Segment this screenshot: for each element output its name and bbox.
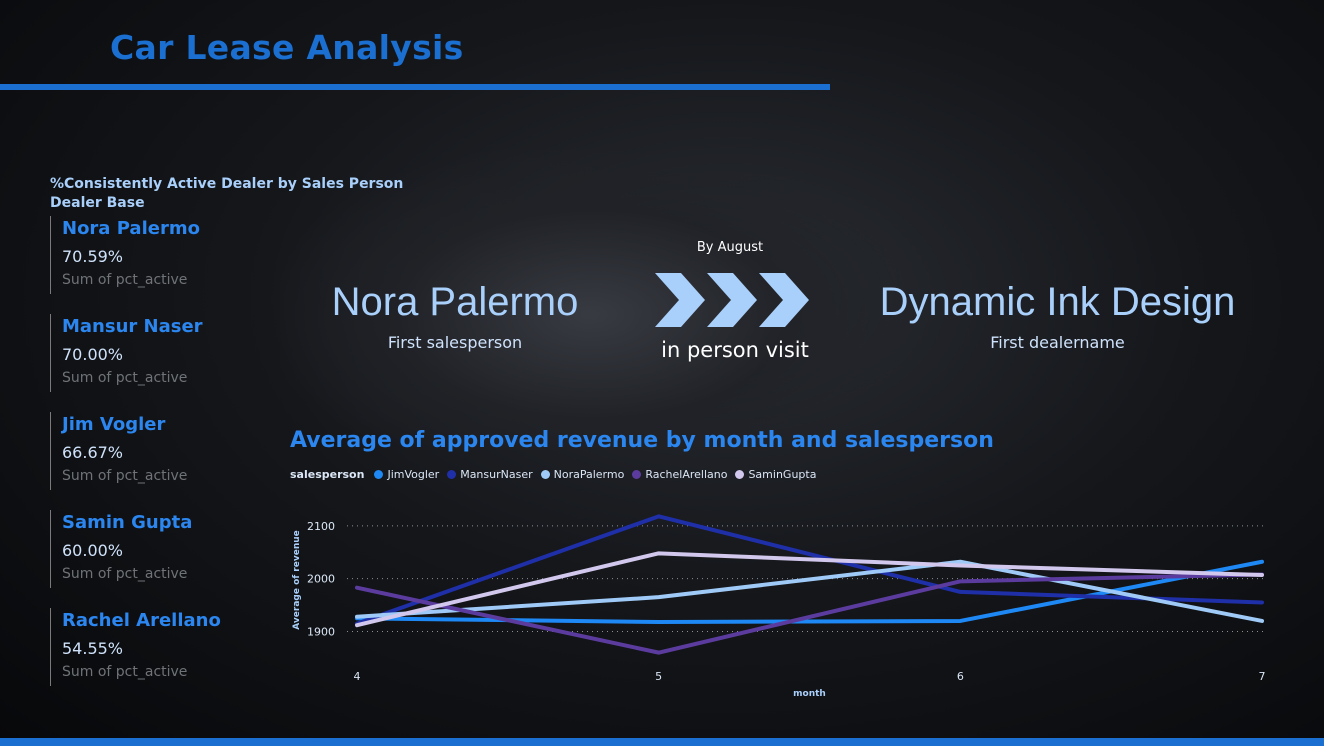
legend-label: JimVogler [387,468,440,481]
series-line [355,514,1264,626]
kpi-card-caption: Sum of pct_active [62,566,188,582]
kpi-card-value: 70.59% [62,247,124,266]
title-underline [0,84,830,90]
legend-item[interactable]: RachelArellano [632,468,727,481]
kpi-card-name: Jim Vogler [62,414,166,435]
revenue-line-chart: 1900 2000 2100 4 5 6 7 month Average of revenue [292,514,1267,699]
chevron-arrows-icon [655,273,809,327]
legend-dot-icon [374,470,384,479]
kpi-card[interactable]: Rachel Arellano 54.55% Sum of pct_active [50,608,280,686]
kpi-card[interactable]: Mansur Naser 70.00% Sum of pct_active [50,314,280,392]
bottom-accent-bar [0,738,1324,746]
kpi-card-caption: Sum of pct_active [62,468,188,484]
first-dealer-value: Dynamic Ink Design [879,280,1236,324]
kpi-card-caption: Sum of pct_active [62,664,188,680]
x-tick-label: 7 [1259,670,1266,683]
legend-item[interactable]: JimVogler [374,468,439,481]
first-salesperson-card[interactable]: Nora Palermo First salesperson [290,280,620,352]
legend-dot-icon [632,470,642,479]
kpi-card-caption: Sum of pct_active [62,272,188,288]
kpi-title-line2: Dealer Base [50,195,145,211]
kpi-card-caption: Sum of pct_active [62,370,188,386]
kpi-card-name: Rachel Arellano [62,610,221,631]
x-tick-label: 4 [354,670,361,683]
in-person-visit-label: in person visit [661,338,809,362]
legend-item[interactable]: SaminGupta [735,468,816,481]
kpi-card[interactable]: Jim Vogler 66.67% Sum of pct_active [50,412,280,490]
first-dealer-caption: First dealername [990,333,1125,352]
kpi-card-value: 54.55% [62,639,124,658]
chart-title: Average of approved revenue by month and… [290,428,994,453]
kpi-card-name: Nora Palermo [62,218,200,239]
chart-legend: salesperson JimVogler MansurNaser NoraPa… [290,468,824,481]
kpi-card-name: Samin Gupta [62,512,193,533]
kpi-card[interactable]: Samin Gupta 60.00% Sum of pct_active [50,510,280,588]
legend-dot-icon [540,470,550,479]
y-tick-label: 2100 [307,520,335,533]
x-tick-label: 6 [957,670,964,683]
page-title: Car Lease Analysis [110,28,464,67]
series-line [355,559,1264,623]
kpi-title-line1: %Consistently Active Dealer by Sales Per… [50,176,404,192]
legend-label: NoraPalermo [553,468,625,481]
by-august-label: By August [696,240,764,255]
y-axis-label: Average of revenue [292,530,302,629]
legend-item[interactable]: NoraPalermo [540,468,625,481]
kpi-card-value: 60.00% [62,541,124,560]
first-dealer-card[interactable]: Dynamic Ink Design First dealername [840,280,1275,352]
legend-dot-icon [735,470,745,479]
kpi-card[interactable]: Nora Palermo 70.59% Sum of pct_active [50,216,280,294]
y-tick-label: 2000 [307,573,335,586]
kpi-card-name: Mansur Naser [62,316,203,337]
legend-title: salesperson [290,468,365,481]
legend-dot-icon [447,470,457,479]
legend-label: RachelArellano [645,468,728,481]
first-salesperson-value: Nora Palermo [331,280,579,324]
y-tick-label: 1900 [307,626,335,639]
legend-item[interactable]: MansurNaser [447,468,533,481]
kpi-section-title: %Consistently Active Dealer by Sales Per… [50,175,410,213]
legend-label: SaminGupta [748,468,817,481]
series-line [355,551,1264,628]
kpi-card-value: 66.67% [62,443,124,462]
x-axis-label: month [793,689,826,699]
x-tick-label: 5 [655,670,662,683]
legend-label: MansurNaser [460,468,533,481]
kpi-card-value: 70.00% [62,345,124,364]
series-line [355,572,1264,655]
first-salesperson-caption: First salesperson [387,333,523,352]
